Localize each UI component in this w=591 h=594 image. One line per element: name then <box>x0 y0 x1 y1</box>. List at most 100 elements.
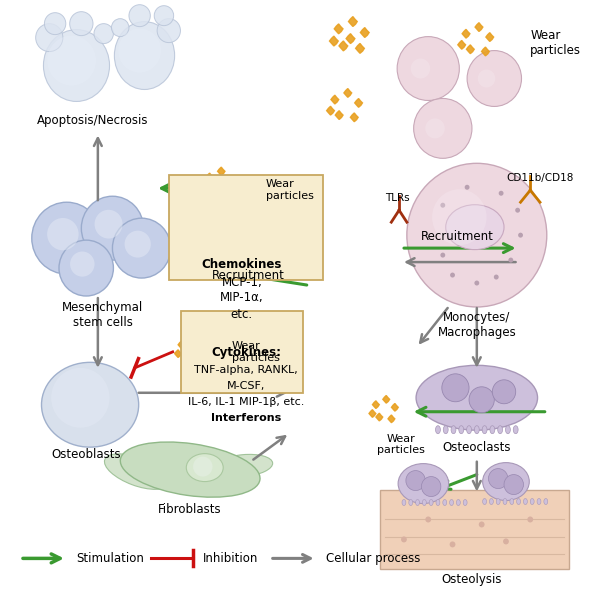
Circle shape <box>527 517 533 523</box>
Ellipse shape <box>524 498 527 504</box>
Polygon shape <box>482 47 489 56</box>
Circle shape <box>70 12 93 36</box>
Text: Wear
particles: Wear particles <box>530 29 582 56</box>
Circle shape <box>414 99 472 159</box>
Polygon shape <box>202 183 209 191</box>
Circle shape <box>407 163 547 307</box>
FancyBboxPatch shape <box>379 489 569 570</box>
Ellipse shape <box>537 498 541 504</box>
Ellipse shape <box>498 426 502 434</box>
Circle shape <box>478 69 495 87</box>
Circle shape <box>154 6 174 26</box>
Circle shape <box>479 522 485 527</box>
Ellipse shape <box>503 498 507 504</box>
Text: Mesenchymal
stem cells: Mesenchymal stem cells <box>62 301 144 329</box>
Circle shape <box>397 37 459 100</box>
Circle shape <box>51 368 109 428</box>
Polygon shape <box>350 113 358 122</box>
Text: Inhibition: Inhibition <box>203 552 258 565</box>
Circle shape <box>494 274 499 280</box>
Text: Chemokines: Chemokines <box>202 258 282 271</box>
Polygon shape <box>349 17 357 27</box>
Polygon shape <box>383 396 389 403</box>
Ellipse shape <box>489 498 493 504</box>
Ellipse shape <box>105 454 169 489</box>
Circle shape <box>426 517 431 523</box>
Circle shape <box>504 475 524 495</box>
Polygon shape <box>327 106 335 115</box>
Ellipse shape <box>398 463 449 504</box>
Ellipse shape <box>513 426 518 434</box>
Text: IL-6, IL-1 MIP-1β, etc.: IL-6, IL-1 MIP-1β, etc. <box>188 397 304 407</box>
Polygon shape <box>339 41 348 51</box>
Circle shape <box>421 476 441 497</box>
FancyBboxPatch shape <box>169 175 323 280</box>
Circle shape <box>467 50 521 106</box>
Ellipse shape <box>41 362 139 447</box>
Text: Wear
particles: Wear particles <box>232 341 280 363</box>
Text: Osteolysis: Osteolysis <box>441 573 502 586</box>
Circle shape <box>125 230 151 258</box>
Circle shape <box>32 202 102 274</box>
Ellipse shape <box>423 500 426 505</box>
Circle shape <box>450 273 455 277</box>
Ellipse shape <box>530 498 534 504</box>
Polygon shape <box>210 187 217 195</box>
Ellipse shape <box>402 500 406 505</box>
Circle shape <box>95 210 122 239</box>
Ellipse shape <box>409 500 413 505</box>
Circle shape <box>193 457 213 476</box>
Ellipse shape <box>416 365 538 430</box>
Polygon shape <box>206 173 213 181</box>
Circle shape <box>70 251 95 277</box>
Text: MCP-1,: MCP-1, <box>222 276 262 289</box>
Ellipse shape <box>443 426 448 434</box>
Ellipse shape <box>115 21 174 90</box>
Polygon shape <box>369 410 376 418</box>
Circle shape <box>82 196 144 260</box>
Polygon shape <box>346 34 355 43</box>
Circle shape <box>440 252 445 258</box>
Polygon shape <box>388 415 395 423</box>
Ellipse shape <box>443 500 447 505</box>
Ellipse shape <box>482 426 487 434</box>
Ellipse shape <box>436 500 440 505</box>
Circle shape <box>499 191 504 196</box>
Circle shape <box>442 374 469 402</box>
Circle shape <box>112 18 129 37</box>
Ellipse shape <box>496 498 500 504</box>
Circle shape <box>118 29 161 72</box>
Polygon shape <box>217 167 225 175</box>
Circle shape <box>469 387 494 413</box>
Ellipse shape <box>450 500 453 505</box>
Text: Osteoclasts: Osteoclasts <box>443 441 511 454</box>
Text: Fibroblasts: Fibroblasts <box>158 503 222 516</box>
Ellipse shape <box>186 454 223 482</box>
Circle shape <box>157 18 180 43</box>
Polygon shape <box>331 95 339 104</box>
Ellipse shape <box>121 442 260 497</box>
Circle shape <box>432 189 486 245</box>
Polygon shape <box>330 36 338 46</box>
Circle shape <box>44 12 66 34</box>
Polygon shape <box>335 24 343 34</box>
Polygon shape <box>361 27 369 37</box>
Circle shape <box>47 218 79 250</box>
Text: M-CSF,: M-CSF, <box>227 381 265 391</box>
Polygon shape <box>376 413 383 421</box>
Circle shape <box>508 258 513 263</box>
Polygon shape <box>475 23 483 31</box>
Circle shape <box>450 541 456 548</box>
Text: Cellular process: Cellular process <box>326 552 421 565</box>
Circle shape <box>129 5 150 27</box>
Ellipse shape <box>463 500 467 505</box>
Polygon shape <box>335 110 343 119</box>
Circle shape <box>489 469 508 488</box>
Circle shape <box>59 240 113 296</box>
Polygon shape <box>228 176 235 185</box>
Polygon shape <box>391 403 398 411</box>
Circle shape <box>503 538 509 545</box>
Ellipse shape <box>467 426 472 434</box>
Text: Stimulation: Stimulation <box>76 552 144 565</box>
Ellipse shape <box>456 500 460 505</box>
